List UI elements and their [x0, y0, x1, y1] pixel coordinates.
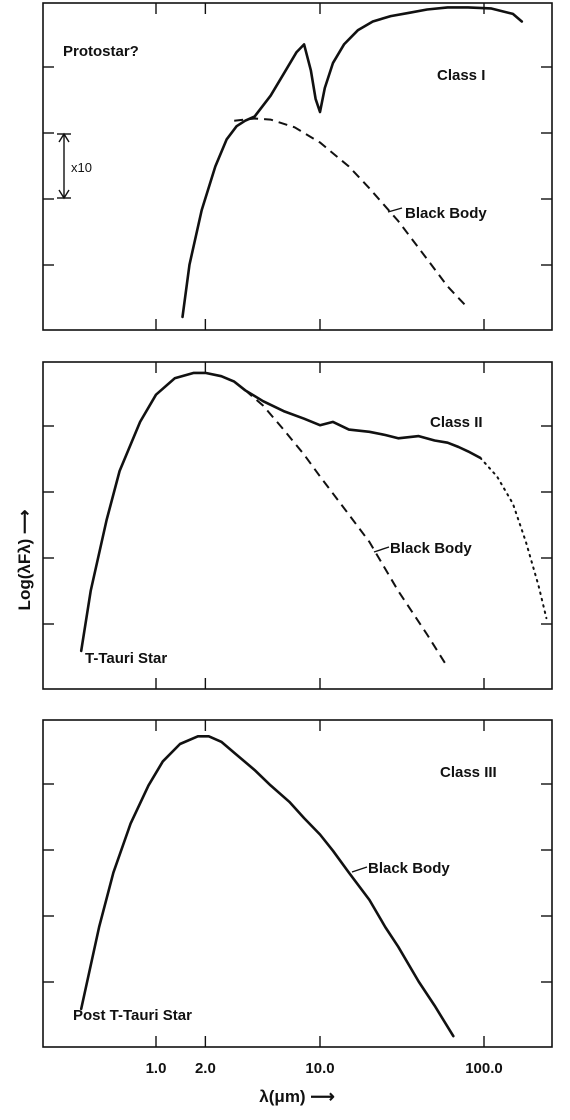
panel-frame-class-3	[42, 719, 553, 1048]
x-tick-label: 2.0	[195, 1060, 216, 1077]
protostar-label: Protostar?	[63, 43, 139, 60]
sed-curves	[79, 6, 548, 1038]
x-tick-label: 1.0	[146, 1060, 167, 1077]
x-tick-label: 100.0	[465, 1060, 503, 1077]
bb-leader-3	[351, 866, 368, 873]
black-body-label-1: Black Body	[405, 205, 487, 222]
sed-series-panel-2-dashed	[244, 389, 449, 668]
class-1-label: Class I	[437, 67, 485, 84]
scale-bar-label: x10	[71, 160, 92, 175]
panel-frame-class-2	[42, 361, 553, 690]
bb-leader-2	[373, 546, 390, 553]
panel-frame-class-1	[42, 2, 553, 331]
post-ttauri-label: Post T-Tauri Star	[73, 1007, 192, 1024]
y-axis-label: Log(λFλ) ⟶	[15, 510, 34, 611]
ttauri-label: T-Tauri Star	[85, 650, 167, 667]
black-body-label-2: Black Body	[390, 540, 472, 557]
x-axis-label: λ(μm) ⟶	[259, 1087, 334, 1106]
scale-bar: x10	[57, 132, 92, 200]
x-tick-label: 10.0	[305, 1060, 334, 1077]
black-body-label-3: Black Body	[368, 860, 450, 877]
sed-series-panel-2-solid	[79, 371, 482, 653]
x-tick-labels: 1.0 2.0 10.0 100.0	[146, 1060, 503, 1077]
class-3-label: Class III	[440, 764, 497, 781]
sed-series-panel-3-solid	[79, 735, 455, 1038]
axis-ticks	[43, 3, 552, 1047]
bb-leader-1	[387, 207, 403, 213]
sed-series-panel-2-dotted	[479, 456, 548, 620]
sed-series-panel-1-solid	[181, 6, 524, 319]
class-2-label: Class II	[430, 414, 483, 431]
sed-series-panel-1-dashed	[234, 117, 469, 309]
